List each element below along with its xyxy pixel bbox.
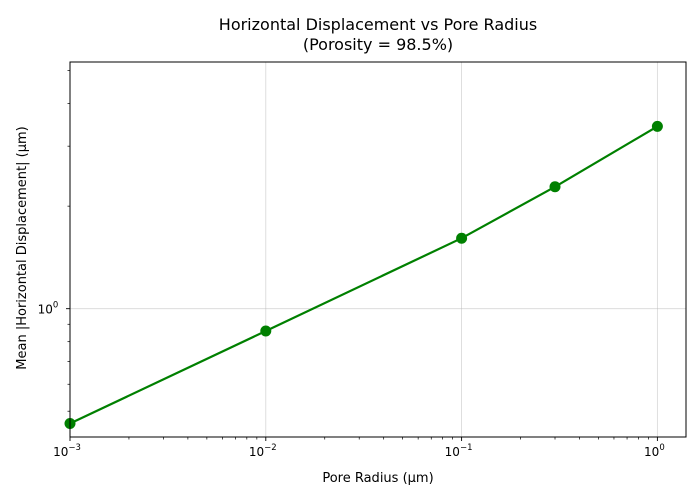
x-tick-label: 100 [644,443,665,459]
x-tick-label: 10−3 [53,443,81,459]
x-tick-label: 10−1 [445,443,473,459]
series-line [69,125,658,425]
y-tick-label: 100 [38,301,59,317]
y-axis-label: Mean |Horizontal Displacement| (µm) [15,126,30,369]
x-axis-label: Pore Radius (µm) [322,471,433,486]
data-point [549,181,561,193]
data-point [260,325,272,337]
plot-frame [69,61,687,438]
data-point [651,120,663,132]
chart-subtitle: (Porosity = 98.5%) [303,35,453,54]
series [64,120,663,430]
major-ticks: 10−3 10−2 10−1 100 100 [38,301,665,459]
data-point [456,232,468,244]
x-tick-label: 10−2 [249,443,277,459]
chart-title: Horizontal Displacement vs Pore Radius [219,15,537,34]
